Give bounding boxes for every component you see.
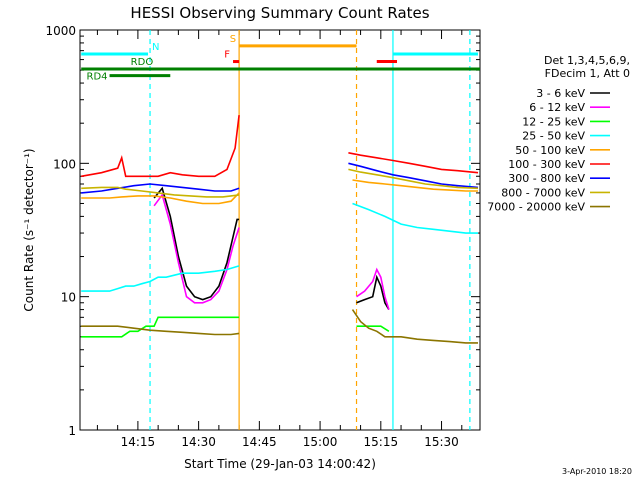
legend-header-line-2: FDecim 1, Att 0 (545, 67, 630, 80)
state-bar-label-s: S (230, 34, 236, 45)
series-line-9 (81, 325, 240, 336)
series-line-8 (81, 186, 240, 198)
y-axis-label: Count Rate (s⁻¹ detector⁻¹) (22, 148, 36, 311)
legend-label-4: 25 - 50 keV (522, 130, 585, 143)
legend: Det 1,3,4,5,6,9, FDecim 1, Att 0 3 - 6 k… (487, 54, 630, 214)
series-line-4 (81, 265, 240, 292)
y-tick-label: 10 (61, 291, 76, 305)
chart-title: HESSI Observing Summary Count Rates (130, 4, 429, 22)
legend-label-7: 300 - 800 keV (508, 172, 585, 185)
x-tick-label: 14:45 (242, 435, 277, 449)
series-line-1 (356, 274, 390, 311)
series-line-9 (351, 309, 478, 344)
series-line-6 (348, 152, 479, 174)
legend-label-3: 12 - 25 keV (522, 115, 585, 128)
legend-label-1: 3 - 6 keV (536, 87, 585, 100)
plot-area: 1 10 100 1000 14:15 14:30 14:45 15:00 15:15 15:30… (45, 24, 481, 449)
state-bar-label-rdo: RDO (131, 57, 154, 68)
footer-timestamp: 3-Apr-2010 18:20 (562, 467, 632, 476)
state-bar-label-rd4: RD4 (87, 72, 108, 83)
x-tick-label: 14:15 (121, 435, 156, 449)
x-tick-label: 15:00 (303, 435, 338, 449)
state-bar-label-n: N (152, 42, 159, 53)
series-line-4 (352, 202, 478, 234)
series-line-1 (153, 186, 240, 301)
series-line-7 (81, 183, 240, 194)
legend-label-2: 6 - 12 keV (529, 101, 585, 114)
y-tick-label: 1000 (45, 24, 76, 38)
series-line-8 (348, 168, 479, 190)
series-line-5 (352, 179, 478, 192)
y-tick-label: 100 (53, 157, 76, 171)
series-line-3 (356, 325, 390, 332)
series-line-2 (356, 267, 390, 310)
series-line-5 (81, 192, 240, 205)
x-axis-label: Start Time (29-Jan-03 14:00:42) (184, 457, 376, 471)
x-tick-label: 14:30 (181, 435, 216, 449)
series-line-7 (348, 162, 479, 189)
series-line-6 (81, 115, 240, 178)
series-line-3 (81, 316, 240, 338)
legend-label-5: 50 - 100 keV (515, 144, 585, 157)
x-tick-label: 15:30 (424, 435, 459, 449)
y-tick-label: 1 (68, 424, 76, 438)
legend-label-8: 800 - 7000 keV (501, 186, 585, 199)
series-line-2 (153, 193, 240, 304)
plot-frame (79, 29, 481, 431)
legend-label-9: 7000 - 20000 keV (487, 201, 585, 214)
legend-header-line-1: Det 1,3,4,5,6,9, (544, 54, 630, 67)
x-tick-label: 15:15 (364, 435, 399, 449)
state-bar-label-f: F (224, 50, 230, 61)
legend-label-6: 100 - 300 keV (508, 158, 585, 171)
